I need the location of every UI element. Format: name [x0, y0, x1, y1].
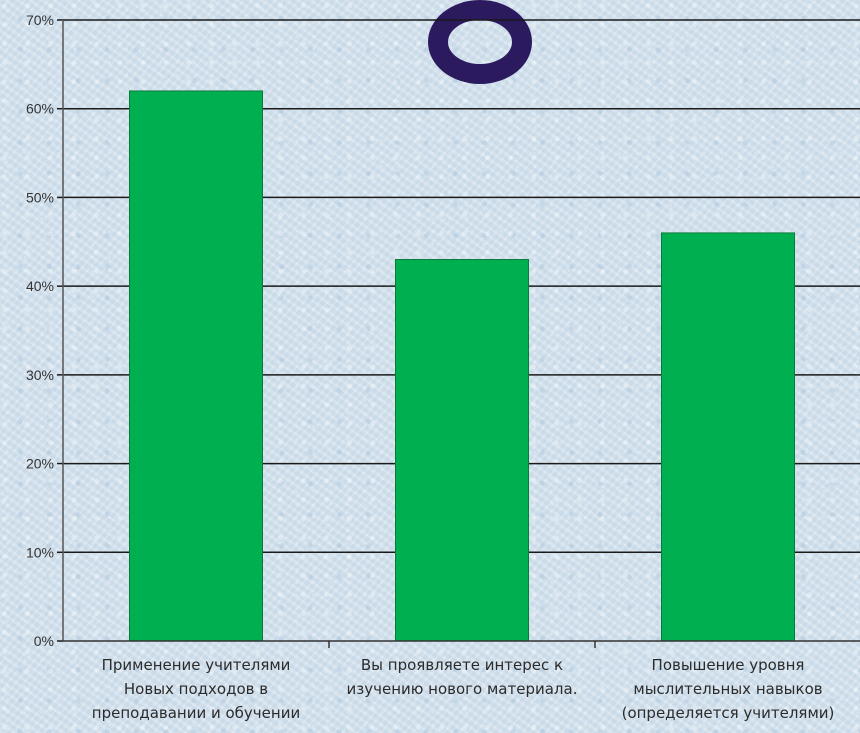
y-tick-label-0: 0%: [34, 633, 54, 649]
category-label-1-line-2: Новых подходов в: [124, 680, 268, 698]
bars: [129, 90, 795, 642]
y-tick-label-7: 70%: [26, 12, 54, 28]
y-tick-label-2: 20%: [26, 456, 54, 472]
category-label-3-line-2: мыслительных навыков: [633, 680, 822, 698]
category-label-1-line-1: Применение учителями: [102, 656, 291, 674]
y-tick-label-1: 10%: [26, 544, 54, 560]
category-label-3-line-1: Повышение уровня: [652, 656, 805, 674]
category-label-2-line-2: изучению нового материала.: [347, 680, 578, 698]
category-label-1-line-3: преподавании и обучении: [92, 704, 300, 722]
bar-3: [661, 232, 795, 642]
category-label-3-line-3: (определяется учителями): [622, 704, 835, 722]
bar-2: [395, 259, 529, 642]
y-tick-label-4: 40%: [26, 278, 54, 294]
labels: 0% 10% 20% 30% 40% 50% 60% 70% Применение учител…: [26, 12, 834, 722]
axes: [57, 19, 860, 648]
y-tick-label-3: 30%: [26, 367, 54, 383]
y-tick-label-6: 60%: [26, 101, 54, 117]
y-tick-label-5: 50%: [26, 189, 54, 205]
category-label-2-line-1: Вы проявляете интерес к: [361, 656, 563, 674]
bar-1: [129, 90, 263, 642]
